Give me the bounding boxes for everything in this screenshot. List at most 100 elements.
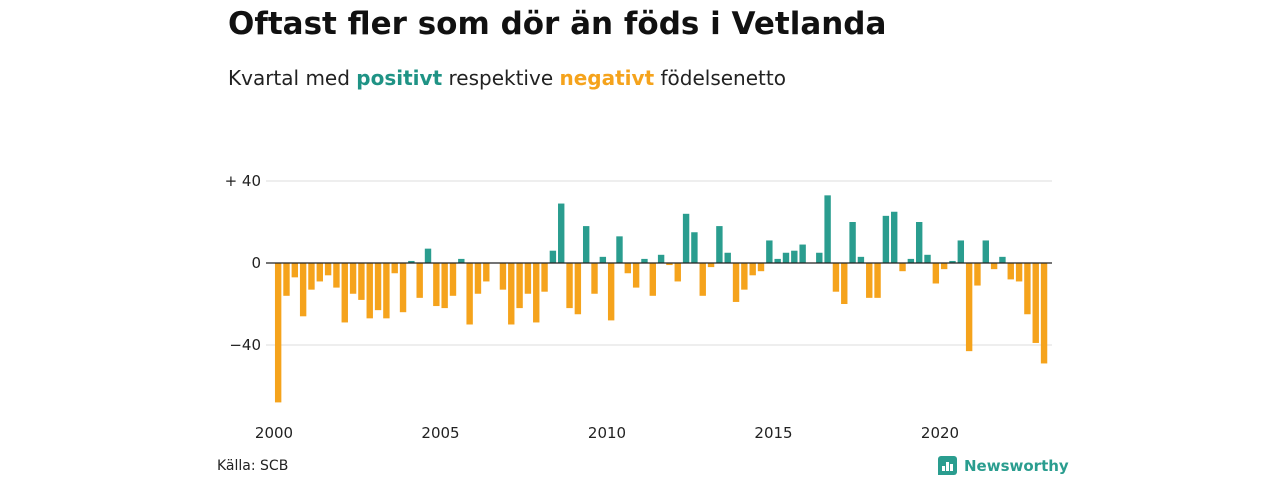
bar-negative (932, 263, 940, 284)
bar-positive (458, 258, 465, 263)
bar-negative (391, 263, 398, 274)
bar-negative (441, 263, 448, 309)
bar-negative (649, 263, 656, 296)
bar-negative (841, 263, 848, 304)
bar-positive (424, 248, 432, 263)
bar-positive (682, 213, 690, 263)
subtitle-mid: respektive (448, 66, 554, 90)
y-tick-label: + 40 (225, 172, 261, 190)
bar-negative (866, 263, 873, 298)
x-tick-label: 2010 (588, 424, 626, 442)
bar-negative (308, 263, 315, 290)
bar-negative (399, 263, 407, 313)
bar-negative (349, 263, 357, 294)
chart-subtitle: Kvartal med positivt respektive negativt… (228, 66, 786, 90)
y-tick-label: −40 (229, 336, 261, 354)
bar-positive (724, 252, 731, 263)
subtitle-pre: Kvartal med (228, 66, 350, 90)
bar-positive (915, 222, 923, 263)
bar-negative (316, 263, 323, 282)
bar-negative (707, 263, 715, 268)
subtitle-post: födelsenetto (660, 66, 786, 90)
bar-negative (483, 263, 490, 282)
chart-title: Oftast fler som dör än föds i Vetlanda (228, 6, 887, 42)
bar-negative (274, 263, 282, 403)
bar-negative (874, 263, 881, 298)
bar-negative (516, 263, 523, 309)
bar-negative (574, 263, 582, 315)
bar-positive (774, 258, 781, 263)
bar-negative (749, 263, 756, 276)
bar-negative (366, 263, 373, 319)
bar-negative (591, 263, 598, 294)
bar-negative (1040, 263, 1048, 364)
bar-negative (508, 263, 515, 325)
bar-negative (666, 263, 673, 266)
bar-positive (907, 258, 915, 263)
bar-negative (383, 263, 390, 319)
bar-negative (374, 263, 382, 311)
bar-negative (965, 263, 973, 352)
bar-positive (791, 250, 798, 263)
bar-negative (474, 263, 482, 294)
bar-negative (940, 263, 948, 270)
bar-positive (582, 226, 590, 263)
bar-positive (766, 240, 773, 263)
bar-negative (1007, 263, 1014, 280)
bar-negative (433, 263, 440, 307)
bar-positive (616, 236, 623, 263)
bar-negative (674, 263, 681, 282)
x-tick-label: 2015 (754, 424, 792, 442)
bar-negative (341, 263, 348, 323)
bar-positive (657, 254, 665, 263)
bar-negative (541, 263, 548, 292)
bar-positive (408, 260, 415, 263)
bar-negative (757, 263, 765, 272)
bar-negative (449, 263, 457, 296)
bar-negative (466, 263, 473, 325)
bar-negative (566, 263, 573, 309)
bar-negative (524, 263, 532, 294)
newsworthy-logo-icon (938, 456, 957, 475)
bar-negative (283, 263, 290, 296)
bar-negative (299, 263, 307, 317)
bar-positive (882, 215, 890, 263)
bar-negative (291, 263, 299, 278)
bar-negative (832, 263, 840, 292)
bar-negative (1032, 263, 1039, 343)
bar-negative (732, 263, 740, 302)
bar-positive (857, 256, 865, 263)
bar-negative (324, 263, 332, 276)
bar-positive (949, 260, 956, 263)
bar-negative (1015, 263, 1023, 282)
bar-positive (849, 222, 856, 263)
bar-positive (816, 252, 823, 263)
x-tick-label: 2020 (921, 424, 959, 442)
x-tick-label: 2005 (421, 424, 459, 442)
bar-negative (632, 263, 640, 288)
bar-positive (999, 256, 1006, 263)
bar-negative (333, 263, 340, 288)
bar-negative (416, 263, 423, 298)
bar-positive (924, 254, 931, 263)
y-tick-label: 0 (251, 254, 261, 272)
bar-negative (899, 263, 906, 272)
bar-positive (799, 244, 806, 263)
bar-positive (782, 252, 790, 263)
bar-negative (533, 263, 540, 323)
bar-negative (607, 263, 615, 321)
logo-text: Newsworthy (964, 456, 1069, 475)
bar-positive (891, 211, 898, 263)
bar-positive (982, 240, 989, 263)
bar-negative (990, 263, 998, 270)
bar-positive (641, 258, 648, 263)
bar-positive (957, 240, 965, 263)
bar-positive (691, 232, 698, 263)
bar-negative (358, 263, 365, 300)
bar-positive (599, 256, 607, 263)
source-note: Källa: SCB (217, 458, 289, 474)
x-tick-label: 2000 (255, 424, 293, 442)
bar-positive (824, 195, 831, 263)
bar-positive (549, 250, 557, 263)
bar-positive (716, 226, 723, 263)
